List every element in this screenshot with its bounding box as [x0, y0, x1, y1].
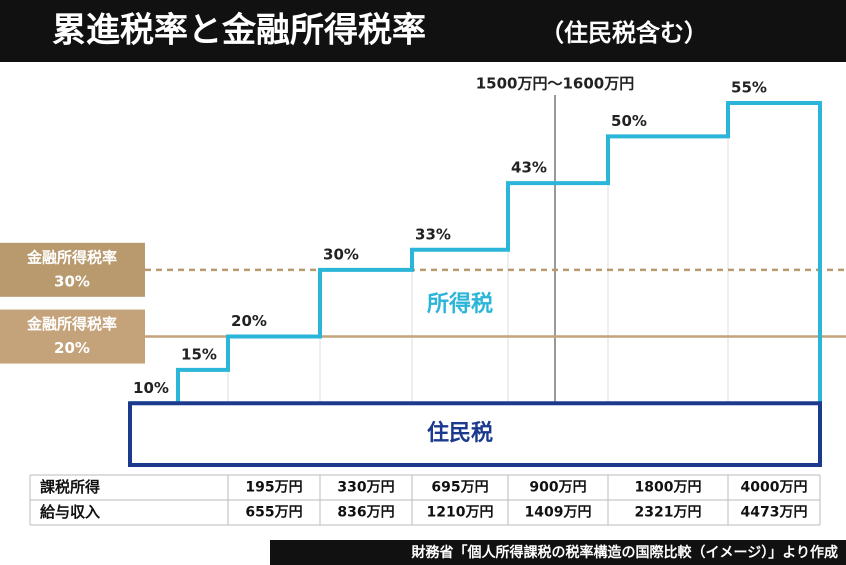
- table-cell: 4000万円: [741, 480, 808, 496]
- footer-bar: [270, 540, 846, 565]
- table-cell: 1409万円: [525, 505, 592, 521]
- row-header: 課税所得: [40, 478, 100, 496]
- reference-box: [0, 242, 145, 297]
- table-cell: 1800万円: [635, 480, 702, 496]
- value-label: 33%: [415, 225, 451, 243]
- reference-value-label: 20%: [54, 339, 90, 357]
- table-cell: 195万円: [245, 480, 302, 496]
- value-label: 43%: [511, 159, 547, 177]
- row-header: 給与収入: [40, 503, 100, 521]
- table-cell: 2321万円: [635, 505, 702, 521]
- value-label: 10%: [133, 379, 169, 397]
- title: 累進税率と金融所得税率: [52, 11, 426, 51]
- title-bar: [0, 0, 846, 62]
- subtitle: （住民税含む）: [540, 19, 708, 47]
- footer: 財務省「個人所得課税の税率構造の国際比較（イメージ）」より作成: [411, 544, 838, 561]
- resident-tax-label: 住民税: [427, 420, 493, 446]
- table-cell: 1210万円: [427, 505, 494, 521]
- table-cell: 836万円: [337, 505, 394, 521]
- value-label: 30%: [323, 245, 359, 263]
- table-cell: 695万円: [431, 480, 488, 496]
- reference-value-label: 30%: [54, 272, 90, 290]
- value-label: 20%: [231, 312, 267, 330]
- income-tax-step-line: [130, 101, 822, 406]
- value-label: 15%: [181, 345, 217, 363]
- value-label: 50%: [611, 112, 647, 130]
- table-cell: 655万円: [245, 505, 302, 521]
- table-cell: 900万円: [529, 480, 586, 496]
- reference-label: 金融所得税率: [26, 248, 117, 266]
- resident-tax-box: [128, 401, 822, 468]
- value-label: 55%: [731, 79, 767, 97]
- reference-box: [0, 309, 145, 364]
- annotation: 1500万円～1600万円: [476, 75, 635, 93]
- series-label: 所得税: [427, 291, 493, 317]
- table-cell: 4473万円: [741, 505, 808, 521]
- table-cell: 330万円: [337, 480, 394, 496]
- reference-label: 金融所得税率: [26, 315, 117, 333]
